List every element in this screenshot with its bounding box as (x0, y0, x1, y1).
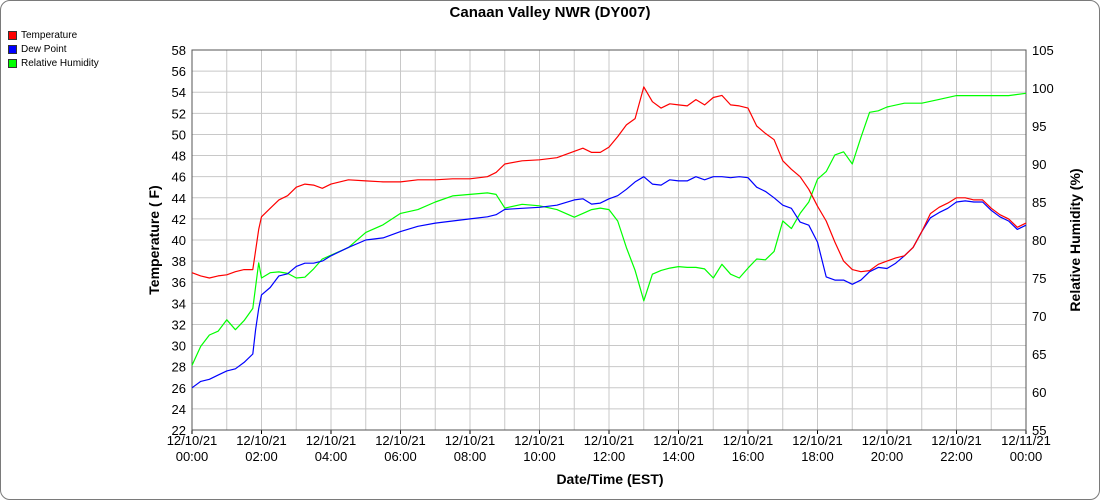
y2-tick-label: 75 (1032, 271, 1046, 286)
x-tick-time: 00:00 (1010, 449, 1043, 464)
x-tick-date: 12/10/21 (653, 433, 704, 448)
y-tick-label: 48 (172, 149, 186, 164)
legend-label-temperature: Temperature (21, 29, 78, 41)
x-tick-date: 12/10/21 (375, 433, 426, 448)
x-tick-time: 14:00 (662, 449, 695, 464)
y2-tick-label: 90 (1032, 157, 1046, 172)
chart-title: Canaan Valley NWR (DY007) (449, 4, 651, 21)
x-tick-date: 12/10/21 (792, 433, 843, 448)
legend-swatch-dew-point (8, 44, 17, 54)
y2-tick-label: 95 (1032, 119, 1046, 134)
x-tick-time: 06:00 (384, 449, 417, 464)
x-tick-date: 12/10/21 (862, 433, 913, 448)
x-tick-date: 12/11/21 (1001, 433, 1051, 448)
legend-swatch-relative-humidity (8, 58, 17, 68)
legend-item-relative-humidity: Relative Humidity (8, 56, 99, 70)
series-line-relative-humidity (191, 92, 1027, 366)
y-tick-label: 28 (172, 360, 186, 375)
x-tick-time: 16:00 (732, 449, 765, 464)
grid-lines (191, 49, 1027, 431)
y-tick-label: 46 (172, 170, 186, 185)
x-tick-time: 04:00 (315, 449, 348, 464)
plot-border (191, 49, 1027, 431)
x-tick-date: 12/10/21 (445, 433, 496, 448)
y-tick-label: 56 (172, 64, 186, 79)
x-tick-time: 00:00 (176, 449, 209, 464)
y2-tick-label: 80 (1032, 233, 1046, 248)
x-tick-date: 12/10/21 (306, 433, 357, 448)
x-tick-time: 22:00 (940, 449, 973, 464)
legend-item-temperature: Temperature (8, 28, 99, 42)
legend-label-dew-point: Dew Point (21, 43, 67, 55)
y-tick-label: 58 (172, 43, 186, 58)
chart-legend: Temperature Dew Point Relative Humidity (8, 28, 99, 70)
series-lines (191, 86, 1027, 389)
x-tick-date: 12/10/21 (167, 433, 218, 448)
y-tick-label: 50 (172, 127, 186, 142)
y2-tick-label: 105 (1032, 43, 1054, 58)
series-line-temperature (191, 86, 1027, 279)
x-tick-time: 18:00 (801, 449, 834, 464)
y2-tick-label: 85 (1032, 195, 1046, 210)
x-tick-date: 12/10/21 (584, 433, 635, 448)
x-tick-time: 02:00 (245, 449, 278, 464)
y2-tick-label: 100 (1032, 81, 1054, 96)
y-tick-label: 42 (172, 212, 186, 227)
y-tick-label: 44 (172, 191, 186, 206)
y-tick-label: 52 (172, 106, 186, 121)
legend-swatch-temperature (8, 30, 17, 40)
y2-tick-label: 65 (1032, 347, 1046, 362)
x-tick-time: 20:00 (871, 449, 904, 464)
x-tick-time: 10:00 (523, 449, 556, 464)
y2-tick-label: 70 (1032, 309, 1046, 324)
y-axis-label-left: Temperature ( F) (146, 185, 162, 294)
x-axis-label: Date/Time (EST) (556, 471, 663, 487)
axes: 22 24 26 28 30 32 34 36 38 40 42 44 46 48 50 52 54 56 58 55… (167, 43, 1054, 464)
y-tick-label: 54 (172, 85, 186, 100)
y-tick-label: 26 (172, 381, 186, 396)
x-tick-date: 12/10/21 (931, 433, 982, 448)
x-tick-date: 12/10/21 (514, 433, 565, 448)
y-axis-label-right: Relative Humidity (%) (1067, 168, 1083, 311)
x-tick-time: 08:00 (454, 449, 487, 464)
y2-tick-label: 55 (1032, 423, 1046, 438)
series-line-dew-point (191, 176, 1027, 389)
y-tick-label: 36 (172, 275, 186, 290)
legend-item-dew-point: Dew Point (8, 42, 99, 56)
y-tick-label: 34 (172, 296, 186, 311)
legend-label-relative-humidity: Relative Humidity (21, 57, 99, 69)
y-tick-label: 32 (172, 317, 186, 332)
y-tick-label: 30 (172, 339, 186, 354)
x-tick-date: 12/10/21 (236, 433, 287, 448)
y-tick-label: 22 (172, 423, 186, 438)
y-tick-label: 38 (172, 254, 186, 269)
y-tick-label: 40 (172, 233, 186, 248)
y2-tick-label: 60 (1032, 385, 1046, 400)
x-tick-date: 12/10/21 (723, 433, 774, 448)
x-tick-time: 12:00 (593, 449, 626, 464)
y-tick-label: 24 (172, 402, 186, 417)
